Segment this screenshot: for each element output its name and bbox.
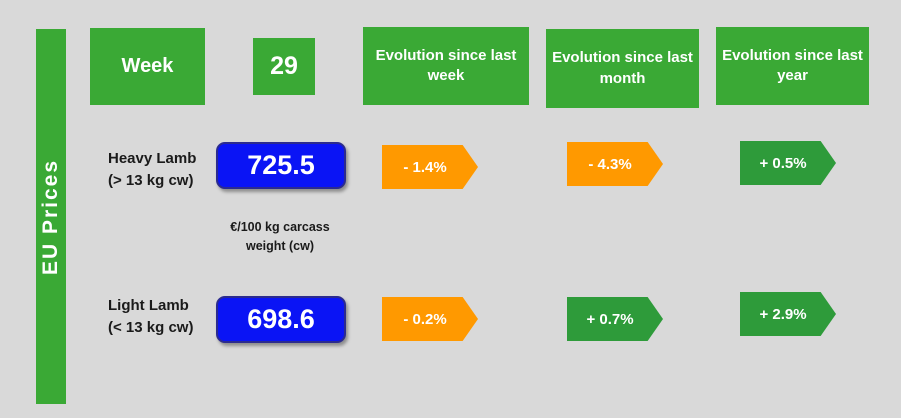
sidebar-title: EU Prices [39,158,62,275]
light-week-change: - 0.2% [382,297,478,341]
heavy-week-change: - 1.4% [382,145,478,189]
evolution-year-header: Evolution since last year [716,27,869,105]
heavy-lamb-name: Heavy Lamb [108,150,197,167]
week-label-box: Week [90,28,205,105]
heavy-month-change: - 4.3% [567,142,663,186]
evolution-week-header: Evolution since last week [363,27,529,105]
heavy-lamb-label: Heavy Lamb (> 13 kg cw) [108,148,196,192]
heavy-lamb-price: 725.5 [216,142,346,189]
light-year-change: + 2.9% [740,292,836,336]
week-number-box: 29 [253,38,315,95]
eu-prices-sidebar: EU Prices [36,29,66,404]
light-month-change: + 0.7% [567,297,663,341]
price-unit-line1: €/100 kg carcass [230,220,330,234]
evolution-week-label: Evolution since last week [375,46,517,84]
evolution-month-header: Evolution since last month [546,29,699,108]
light-lamb-price: 698.6 [216,296,346,343]
light-lamb-name: Light Lamb [108,297,189,314]
light-lamb-range: (< 13 kg cw) [108,318,194,336]
heavy-lamb-range: (> 13 kg cw) [108,171,194,189]
evolution-year-label: Evolution since last year [722,46,863,84]
price-unit: €/100 kg carcass weight (cw) [210,218,350,256]
week-number: 29 [270,51,298,80]
heavy-year-change: + 0.5% [740,141,836,185]
light-lamb-label: Light Lamb (< 13 kg cw) [108,295,193,339]
week-label: Week [121,55,174,77]
price-unit-line2: weight (cw) [245,238,315,253]
evolution-month-label: Evolution since last month [552,49,693,87]
